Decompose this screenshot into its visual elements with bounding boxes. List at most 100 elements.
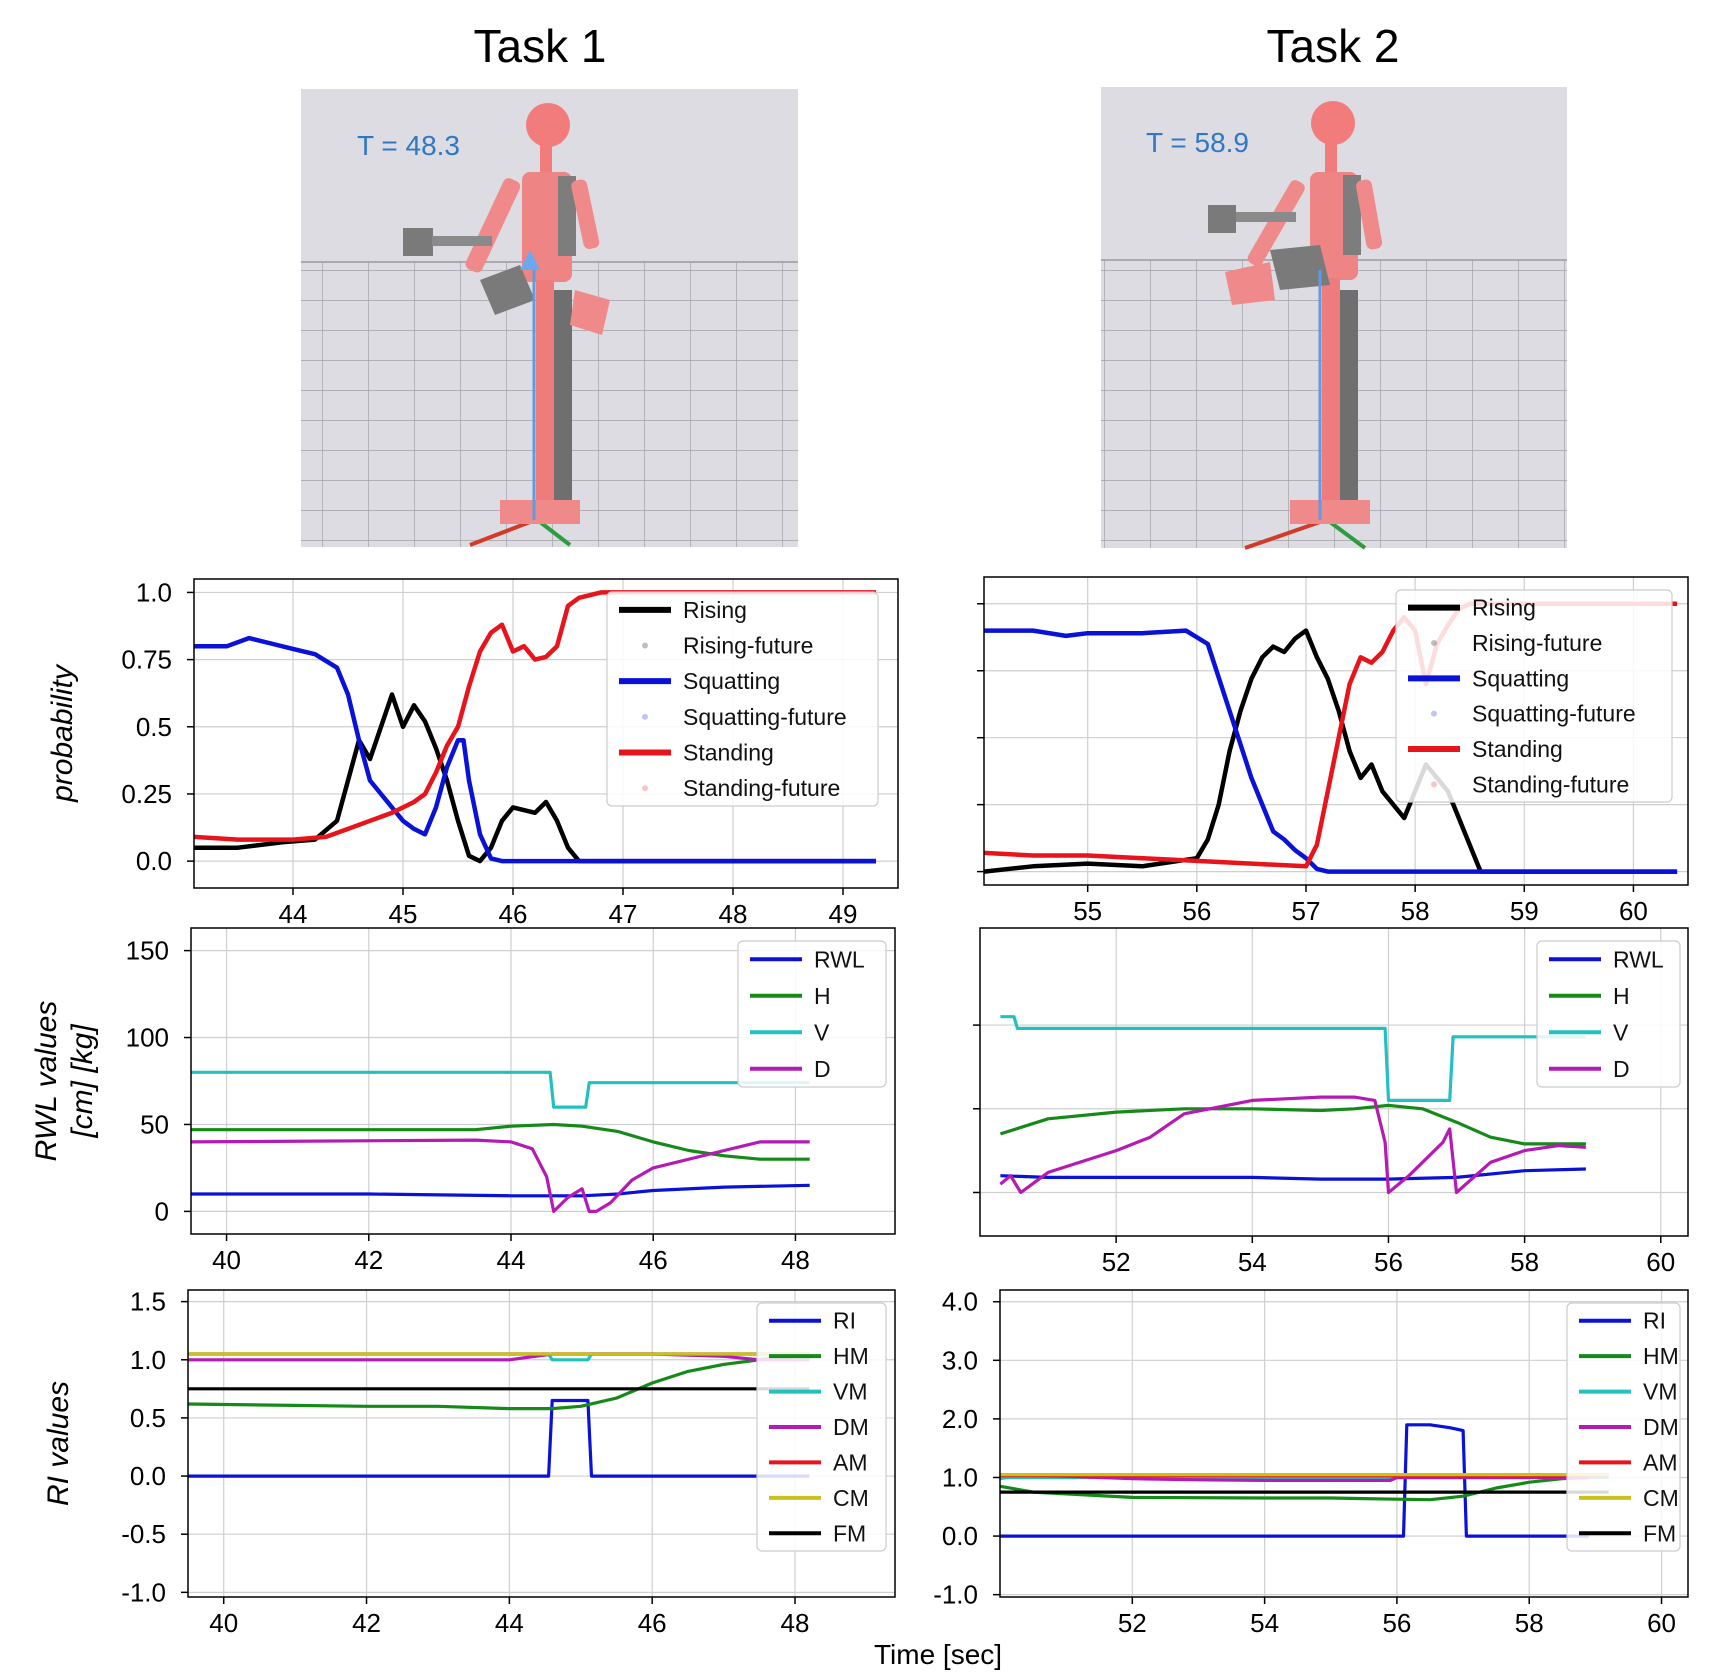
legend-swatch [642,713,648,720]
legend-label: Standing-future [683,775,840,801]
legend: RI HM VM DM AM CM FM [756,1302,887,1552]
task2-rwl-chart: 52 54 56 58 60 RWL HVD [973,927,1689,1277]
y-tick-label: 0.5 [130,1403,166,1433]
x-tick-label: 60 [1619,896,1648,926]
legend-label: V [1613,1019,1629,1045]
legend-item-rwl: RWL [750,946,865,972]
legend-item-hm: HM [769,1343,869,1369]
rising-series-line [194,692,876,864]
legend-label: Rising-future [1472,630,1602,656]
legend-item-am: AM [769,1449,868,1475]
x-tick-label: 48 [719,899,748,929]
legend-label: D [814,1056,831,1082]
legend-item-d: D [1549,1056,1630,1082]
task2-probability-chart: 55 56 57 58 59 60 Rising Rising-future Squatting… [977,576,1689,926]
plot-content [191,1070,810,1213]
task1-rwl-chart: 40 42 44 46 48 0 50 100 150 RWL HVD RWL values [cm] … [30,927,896,1275]
x-axis-label: Time [sec] [874,1639,1002,1670]
legend-item-dm: DM [769,1414,869,1440]
legend-label: H [1613,983,1630,1009]
x-tick-label: 47 [609,899,638,929]
y-axis-label: probability [46,663,79,803]
axes-frame [999,1289,1689,1598]
y-tick-label: 1.0 [942,1462,978,1492]
legend-label: DM [1643,1414,1679,1440]
legend-swatch [642,785,648,792]
task1-ri-chart: 40 42 44 46 48 -1.0 -0.5 0.0 0.5 1.0 1.5 RI HM VM DM AM… [42,1287,896,1638]
squatting-series-line [984,628,1678,874]
y-tick-label: 1.0 [130,1345,166,1375]
legend-item-cm: CM [1579,1485,1679,1511]
axis-y-line [1328,520,1367,550]
x-tick-label: 60 [1646,1247,1675,1277]
legend-label: HM [833,1343,869,1369]
y-tick-label: 0.5 [136,712,172,742]
legend-label: FM [833,1520,866,1546]
y-tick-label: 0.25 [121,779,172,809]
task2-title: Task 2 [1267,20,1400,72]
legend-item-rising-future: Rising-future [642,633,813,659]
y-tick-label: 0.0 [942,1521,978,1551]
legend-item-ri: RI [1579,1308,1666,1334]
legend-label: Rising [683,597,747,623]
y-tick-label: 2.0 [942,1404,978,1434]
legend-item-fm: FM [769,1520,866,1546]
y-axis-label: RWL values [cm] [kg] [30,1001,99,1162]
legend-item-vm: VM [769,1379,868,1405]
legend-label: Standing [683,740,774,766]
legend-item-standing-future: Standing-future [642,775,840,801]
legend-item-fm: FM [1579,1520,1676,1546]
x-tick-label: 58 [1401,896,1430,926]
legend-label: Rising [1472,595,1536,621]
squatting-series-line [194,635,876,864]
legend-item-am: AM [1579,1449,1678,1475]
rwl-series-line [191,1183,810,1198]
y-tick-label: 0.75 [121,645,172,675]
axes-frame [193,578,899,889]
x-tick-label: 42 [354,1245,383,1275]
legend-swatch [1431,781,1437,788]
legend-item-standing: Standing [619,740,774,766]
x-tick-label: 48 [781,1245,810,1275]
legend-label: Squatting [683,668,780,694]
y-tick-label: 1.5 [130,1287,166,1317]
legend-label: H [814,983,831,1009]
legend-item-v: V [1549,1019,1629,1045]
legend-swatch [1431,710,1437,717]
axis-x-line [1244,520,1321,550]
d-series-line [191,1138,810,1213]
axis-x-line [469,520,531,547]
x-tick-label: 58 [1510,1247,1539,1277]
legend-item-dm: DM [1579,1414,1679,1440]
task2-scene: T = 58.9 [1101,87,1567,550]
y-tick-label: 1.0 [136,577,172,607]
humanoid-model [1208,101,1383,524]
task1-probability-chart: 44 45 46 47 48 490.00.250.50.751.0RisingRisin… [46,577,899,929]
hm-series-line [1000,1475,1589,1502]
legend-label: VM [1643,1379,1678,1405]
x-tick-label: 45 [389,899,418,929]
legend-item-v: V [750,1019,830,1045]
x-tick-label: 54 [1238,1247,1267,1277]
hm-series-line [188,1352,810,1411]
legend: Rising Rising-future Squatting Squatting-fu… [1395,589,1673,803]
x-tick-label: 40 [209,1608,238,1638]
y-tick-label: 100 [126,1023,169,1053]
x-tick-label: 58 [1515,1608,1544,1638]
ri-series-line [1000,1423,1589,1538]
plot-content [1000,1423,1609,1538]
dm-series-line [1000,1473,1589,1482]
axes-frame [979,927,1689,1237]
legend-label: CM [1643,1485,1679,1511]
y-axis-label: RI values [42,1381,75,1506]
legend-box [756,1302,887,1552]
legend-item-standing-future: Standing-future [1431,771,1629,797]
axes-frame [190,927,896,1235]
legend-label: V [814,1019,830,1045]
y-tick-label: 0 [155,1196,169,1226]
legend-box [606,591,879,807]
legend-item-h: H [750,983,831,1009]
x-tick-label: 42 [352,1608,381,1638]
legend-item-squatting-future: Squatting-future [642,704,847,730]
legend: RWL HVD [1536,940,1681,1088]
